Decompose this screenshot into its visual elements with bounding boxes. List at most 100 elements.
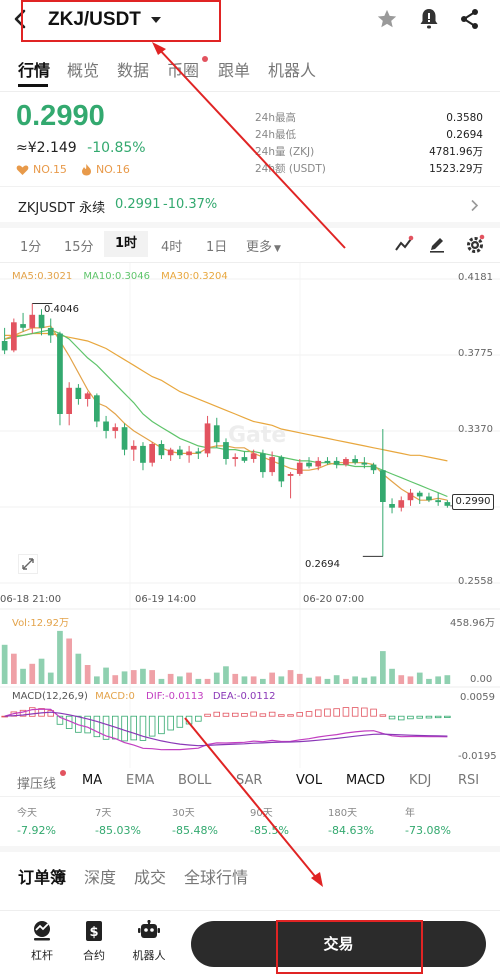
indicator-ma[interactable]: MA [82, 773, 103, 788]
candle-body [287, 474, 294, 476]
tab-data[interactable]: 数据 [117, 57, 149, 81]
volume-bar [84, 665, 91, 684]
tabs-divider [0, 91, 500, 92]
tab-orderbook[interactable]: 订单簿 [18, 868, 67, 887]
volume-bar [94, 676, 100, 684]
share-icon[interactable] [460, 8, 480, 30]
indicator-rsi[interactable]: RSI [458, 773, 480, 788]
bottom-item-robot[interactable]: 机器人 [127, 919, 171, 963]
y-tick-label: 0.2558 [458, 576, 493, 587]
indicator-sar[interactable]: SAR [236, 773, 263, 788]
section-divider [0, 796, 500, 797]
period-label: 7天 [95, 808, 112, 819]
svg-text:$: $ [89, 925, 98, 940]
draw-pen-icon[interactable] [428, 235, 446, 253]
stat-label: 24h额 (USDT) [255, 163, 326, 175]
x-tick-label: 06-20 07:00 [303, 594, 365, 605]
rank-badge-2[interactable]: NO.16 [95, 163, 130, 176]
interval-1d[interactable]: 1日 [206, 240, 228, 255]
fullscreen-expand-icon[interactable] [18, 554, 38, 574]
period-item: 7天 -85.03% [95, 804, 141, 837]
candle-body [269, 457, 275, 473]
notification-dot [60, 770, 66, 776]
volume-bar [195, 678, 202, 684]
ma-legend: MA5:0.3021 MA10:0.3046 MA30:0.3204 [12, 271, 228, 282]
tab-copy-trade[interactable]: 跟单 [218, 57, 250, 81]
candle-body [167, 449, 174, 456]
trade-button[interactable]: 交易 [191, 921, 486, 967]
macd-histogram-bar [222, 712, 230, 717]
bell-alert-icon[interactable] [418, 7, 440, 31]
candle-body [140, 445, 146, 463]
price-cny: ≈¥2.149 -10.85% [16, 140, 146, 156]
volume-bar [130, 670, 137, 684]
stat-row: 24h最高 0.3580 [255, 110, 483, 127]
interval-more[interactable]: 更多 ▼ [246, 236, 281, 255]
tab-bots[interactable]: 机器人 [268, 57, 316, 81]
indicator-kdj[interactable]: KDJ [409, 773, 432, 788]
macd-histogram-bar [342, 707, 350, 717]
volume-bar [103, 667, 109, 684]
macd-histogram-bar [47, 710, 55, 717]
tab-overview[interactable]: 概览 [67, 57, 99, 81]
stat-label: 24h最高 [255, 112, 297, 124]
indicator-vol[interactable]: VOL [296, 773, 323, 788]
bottom-item-contract[interactable]: $ 合约 [74, 920, 114, 963]
macd-value: MACD:0 [95, 691, 135, 702]
tab-market[interactable]: 行情 [18, 57, 50, 87]
perp-row[interactable]: ZKJUSDT 永续 0.2991 -10.37% [0, 190, 500, 220]
tab-trades[interactable]: 成交 [134, 868, 167, 887]
high-price-label: 0.4046 [44, 304, 79, 315]
volume-bar [407, 676, 414, 684]
macd-dea-line [4, 711, 448, 747]
macd-histogram-bar [185, 715, 193, 725]
indicator-boll[interactable]: BOLL [178, 773, 212, 788]
period-item: 今天 -7.92% [17, 804, 56, 837]
pair-selector[interactable]: ZKJ/USDT [48, 6, 163, 34]
perp-change: -10.37% [163, 197, 218, 212]
interval-4h[interactable]: 4时 [161, 240, 183, 255]
interval-1m[interactable]: 1分 [20, 240, 42, 255]
interval-1h[interactable]: 1时 [104, 231, 148, 257]
volume-bar [416, 672, 423, 684]
indicator-macd[interactable]: MACD [346, 773, 385, 788]
kline-chart[interactable] [0, 263, 500, 768]
chevron-right-icon [471, 199, 479, 212]
bottom-item-leverage[interactable]: 杠杆 [22, 920, 62, 963]
macd-histogram-bar [305, 711, 313, 717]
star-icon[interactable] [376, 8, 398, 30]
interval-15m[interactable]: 15分 [64, 240, 94, 255]
indicator-support[interactable]: 撑压线 [17, 777, 57, 792]
settings-gear-icon[interactable] [465, 234, 485, 254]
candle-body [343, 459, 349, 465]
y-tick-label: 0.3775 [458, 348, 493, 359]
candle-body [352, 459, 358, 463]
macd-histogram-bar [28, 707, 36, 717]
last-price: 0.2990 [16, 100, 105, 132]
candle-body [333, 460, 340, 465]
tab-community[interactable]: 币圈 [167, 56, 208, 81]
candle-body [204, 423, 211, 454]
indicator-ema[interactable]: EMA [126, 773, 155, 788]
interval-bar: 1分 15分 1时 4时 1日 更多 ▼ [0, 230, 500, 258]
pair-title: ZKJ/USDT [48, 9, 141, 30]
volume-bar [75, 653, 82, 684]
candle-body [444, 502, 451, 506]
bottom-divider [0, 910, 500, 911]
candle-body [435, 500, 441, 503]
rank-badge-1[interactable]: NO.15 [33, 163, 67, 176]
macd-histogram-bar [287, 714, 294, 717]
indicator-chart-icon[interactable] [394, 235, 414, 253]
tab-community-label: 币圈 [167, 61, 200, 80]
macd-histogram-bar [259, 713, 267, 717]
period-value: -73.08% [405, 824, 451, 837]
tab-global-market[interactable]: 全球行情 [184, 868, 249, 887]
volume-bar [204, 678, 211, 684]
period-changes: 今天 -7.92% 7天 -85.03% 30天 -85.48% 90天 -85… [0, 804, 500, 840]
macd-histogram-bar [351, 707, 359, 717]
volume-bar [167, 673, 174, 684]
tab-active-underline [18, 84, 48, 87]
trade-button-label: 交易 [323, 935, 354, 953]
volume-bar [435, 676, 441, 684]
tab-depth[interactable]: 深度 [84, 868, 117, 887]
